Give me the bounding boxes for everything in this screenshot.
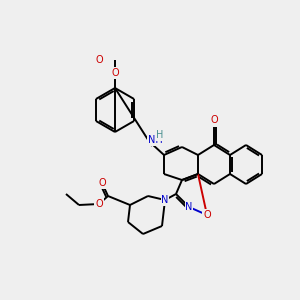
Text: N: N bbox=[161, 195, 169, 205]
Text: O: O bbox=[203, 210, 211, 220]
Text: O: O bbox=[95, 199, 103, 209]
Text: O: O bbox=[98, 178, 106, 188]
Text: O: O bbox=[210, 115, 218, 125]
Text: O: O bbox=[95, 55, 103, 65]
Text: NH: NH bbox=[148, 135, 162, 145]
Text: H: H bbox=[156, 130, 164, 140]
Text: O: O bbox=[111, 68, 119, 78]
Text: N: N bbox=[185, 202, 193, 212]
